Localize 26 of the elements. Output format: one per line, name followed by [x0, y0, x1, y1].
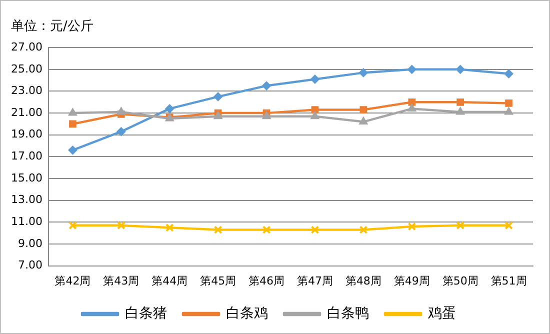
x-tick-label: 第50周 [442, 274, 478, 288]
x-tick-label: 第49周 [394, 274, 430, 288]
y-axis-title: 单位：元/公斤 [11, 18, 94, 35]
y-tick-label: 19.00 [10, 128, 42, 141]
x-tick-label: 第46周 [248, 274, 285, 288]
x-tick-label: 第47周 [296, 274, 333, 288]
x-tick-label: 第45周 [200, 274, 236, 288]
legend-label: 白条猪 [125, 306, 167, 322]
y-tick-label: 15.00 [10, 171, 42, 184]
legend-label: 白条鸭 [327, 306, 369, 322]
y-tick-label: 25.00 [10, 62, 42, 76]
x-tick-label: 第43周 [103, 274, 140, 288]
y-tick-label: 13.00 [10, 193, 42, 206]
x-tick-label: 第44周 [152, 274, 188, 288]
y-tick-label: 11.00 [10, 215, 42, 228]
y-tick-label: 21.00 [10, 106, 42, 119]
y-tick-label: 27.00 [10, 40, 42, 54]
y-tick-label: 9.00 [18, 236, 42, 250]
x-tick-label: 第51周 [490, 274, 527, 288]
y-tick-label: 7.00 [18, 258, 42, 272]
y-tick-label: 17.00 [10, 150, 42, 163]
x-tick-label: 第48周 [345, 274, 382, 288]
x-tick-label: 第42周 [54, 274, 91, 288]
y-tick-label: 23.00 [10, 84, 42, 98]
legend-label: 白条鸡 [226, 306, 268, 322]
legend-label: 鸡蛋 [427, 306, 456, 322]
